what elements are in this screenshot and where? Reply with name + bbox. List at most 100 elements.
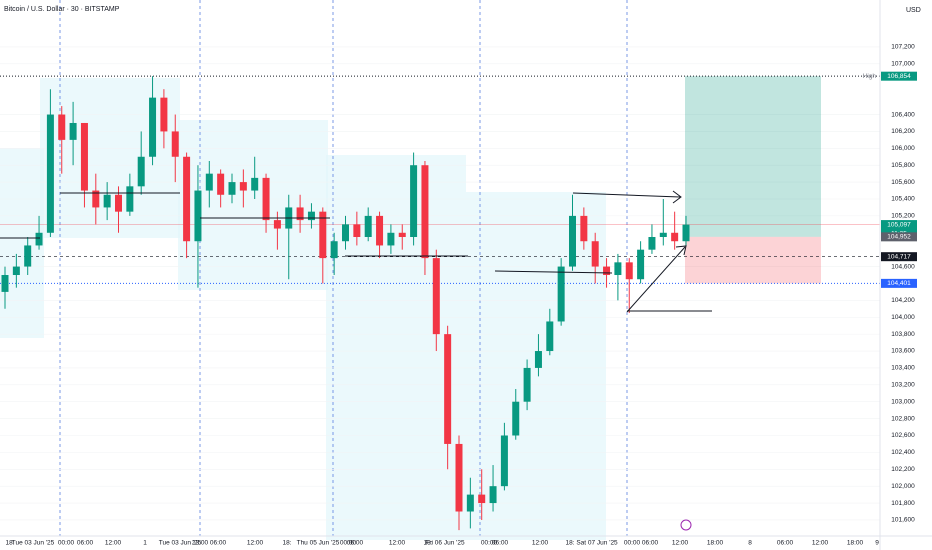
event-icon[interactable]: [680, 519, 692, 531]
price-label: 104,401: [887, 280, 911, 287]
y-tick-label: 105,600: [891, 179, 915, 186]
candle-body: [149, 97, 157, 157]
candle-body: [126, 186, 134, 212]
grid: [0, 46, 880, 521]
price-label: 104,717: [887, 253, 911, 260]
candle-body: [262, 177, 270, 221]
x-tick-label: 18:: [282, 540, 291, 547]
candle-body: [432, 258, 440, 335]
candle-body: [103, 194, 111, 208]
candle-body: [376, 215, 384, 246]
price-label: 104,952: [887, 234, 911, 241]
y-tick-label: 102,600: [891, 432, 915, 439]
x-tick-label: 12:00: [247, 540, 264, 547]
arrow-head: [672, 190, 682, 204]
candle-body: [546, 321, 554, 352]
candle-body: [580, 215, 588, 242]
candle-body: [307, 211, 315, 221]
candle-body: [160, 97, 168, 132]
x-tick-label: 18:00: [847, 540, 864, 547]
x-tick-label: 00:00: [624, 540, 641, 547]
arrow-head: [675, 245, 687, 256]
candle-body: [398, 232, 406, 238]
y-tick-label: 105,400: [891, 196, 915, 203]
candle-body: [523, 367, 531, 402]
x-tick-label: Tue 03 Jun '25: [159, 540, 202, 547]
candle-body: [637, 249, 645, 280]
x-tick-label: 00:00: [58, 540, 75, 547]
x-tick-label: Tue 03 Jun '25: [12, 540, 55, 547]
candle-body: [342, 224, 349, 242]
price-label: 105,097: [887, 221, 911, 228]
chart-title: Bitcoin / U.S. Dollar · 30 · BITSTAMP: [4, 6, 120, 13]
candle-body: [80, 122, 88, 191]
y-tick-label: 106,000: [891, 145, 915, 152]
x-tick-label: 06:00: [210, 540, 227, 547]
x-tick-label: 12:00: [672, 540, 689, 547]
candle-body: [69, 122, 77, 140]
candle-body: [648, 237, 656, 250]
candle-body: [251, 177, 259, 191]
x-tick-label: 06:00: [777, 540, 794, 547]
time-axis: 18:Tue 03 Jun '25 00:00 06:00 12:00 1 Tue 03 …: [5, 540, 879, 547]
x-tick-label: 8: [748, 540, 752, 547]
candle-body: [205, 173, 213, 191]
price-label-box: [881, 232, 917, 242]
candle-body: [478, 494, 486, 504]
x-tick-label: 18:00: [707, 540, 724, 547]
y-tick-label: 103,600: [891, 348, 915, 355]
x-tick-label: Thu 05 Jun '25: [297, 540, 340, 547]
x-tick-label: 00:00: [481, 540, 498, 547]
trend-line: [572, 192, 681, 198]
candle-body: [534, 351, 542, 368]
x-tick-label: 06:00: [77, 540, 94, 547]
y-tick-label: 102,200: [891, 466, 915, 473]
candle-body: [387, 232, 395, 246]
x-tick-label: 18:: [5, 540, 14, 547]
session-lines: [59, 0, 628, 536]
x-tick-label: Fri 06 Jun '25: [425, 540, 465, 547]
candle-body: [444, 334, 452, 444]
y-tick-label: 101,800: [891, 500, 915, 507]
candle-body: [296, 207, 304, 221]
candle-body: [625, 262, 633, 280]
candle-body: [58, 114, 66, 140]
x-tick-label: 06:00: [492, 540, 509, 547]
x-tick-label: 12:00: [389, 540, 406, 547]
x-tick-label: 12:00: [812, 540, 829, 547]
stop-zone: [685, 236, 821, 284]
candle-body: [92, 190, 100, 208]
candle-body: [659, 232, 667, 238]
currency[interactable]: USD: [906, 7, 921, 14]
profile-area: [326, 155, 466, 540]
candle-body: [183, 156, 191, 242]
candle-body: [24, 245, 32, 267]
x-tick-label: 12:00: [105, 540, 122, 547]
candle-body: [671, 232, 679, 242]
candles: [1, 76, 690, 531]
candle-body: [489, 486, 497, 504]
x-tick-label: 18:: [423, 540, 432, 547]
y-tick-label: 104,000: [891, 314, 915, 321]
y-tick-label: 103,200: [891, 382, 915, 389]
candle-body: [194, 190, 202, 242]
profile-area: [40, 78, 180, 238]
candle-body: [557, 266, 565, 322]
y-tick-label: 106,200: [891, 128, 915, 135]
y-tick-label: 105,200: [891, 213, 915, 220]
candle-body: [421, 165, 429, 259]
target-zone: [685, 76, 821, 237]
candle-body: [115, 194, 122, 212]
candle-body: [455, 443, 463, 512]
candle-body: [171, 131, 179, 157]
candle-body: [500, 435, 508, 487]
price-label: 106,854: [887, 73, 911, 80]
y-tick-label: 107,000: [891, 61, 915, 68]
candle-body: [603, 266, 611, 276]
candle-body: [137, 156, 145, 187]
x-tick-label: 12:00: [532, 540, 549, 547]
y-tick-label: 103,800: [891, 331, 915, 338]
candle-body: [364, 215, 372, 238]
y-tick-label: 104,200: [891, 297, 915, 304]
